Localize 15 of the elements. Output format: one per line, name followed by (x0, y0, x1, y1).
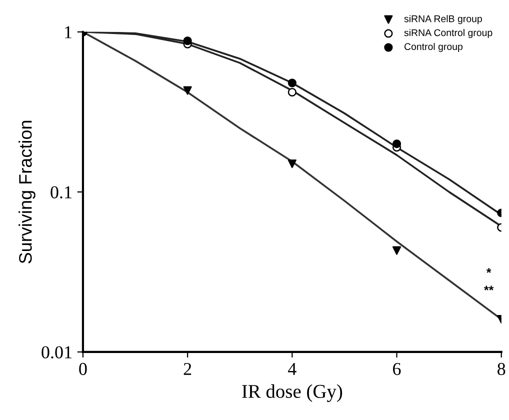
annotation: ** (484, 286, 494, 290)
x-tick-label: 4 (288, 363, 296, 375)
legend-label: siRNA Control group (404, 28, 492, 38)
legend-label: siRNA RelB group (404, 15, 482, 24)
y-tick-label: 1 (65, 26, 72, 38)
annotation: * (486, 268, 492, 273)
y-axis-title: Surviving Fraction (18, 120, 36, 264)
x-tick-label: 8 (498, 362, 506, 376)
y-tick-label: 0.01 (42, 346, 72, 358)
legend-label: Control group (404, 42, 462, 52)
y-tick-label: 0.1 (50, 186, 72, 198)
x-tick-label: 2 (184, 362, 192, 375)
x-axis-title: IR dose (Gy) (242, 384, 342, 402)
x-tick-label: 0 (79, 362, 87, 376)
x-tick-label: 6 (393, 362, 401, 376)
